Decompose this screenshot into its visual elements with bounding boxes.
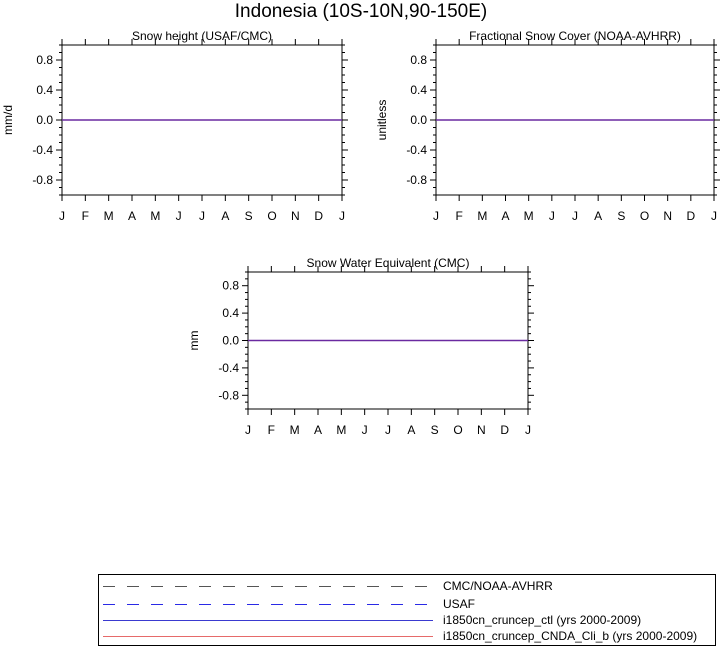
plots-canvas: Snow height (USAF/CMC) mm/d 0.8 0.4 0.0 -0.4 -… <box>1 29 720 437</box>
x-tick-label: J <box>362 423 368 437</box>
y-tick-label: 0.8 <box>222 279 239 293</box>
y-tick-label: 0.0 <box>36 113 53 127</box>
x-tick-label: A <box>407 423 415 437</box>
chart-panel: Snow Water Equivalent (CMC) mm 0.8 0.4 0.0 -0… <box>187 256 534 437</box>
x-tick-label: M <box>104 209 114 223</box>
x-tick-label: O <box>453 423 462 437</box>
x-tick-label: J <box>245 423 251 437</box>
y-tick-label: 0.8 <box>410 53 427 67</box>
x-tick-label: D <box>686 209 695 223</box>
x-tick-label: A <box>314 423 322 437</box>
x-tick-label: D <box>314 209 323 223</box>
y-tick-label: -0.4 <box>32 143 53 157</box>
x-tick-label: J <box>433 209 439 223</box>
chart-title: Snow height (USAF/CMC) <box>132 29 272 43</box>
chart-title: Snow Water Equivalent (CMC) <box>307 256 470 270</box>
legend-label: i1850cn_cruncep_ctl (yrs 2000-2009) <box>443 613 642 627</box>
x-tick-label: J <box>59 209 65 223</box>
legend: CMC/NOAA-AVHRR USAF i1850cn_cruncep_ctl … <box>98 574 716 646</box>
x-tick-label: M <box>150 209 160 223</box>
legend-item: USAF <box>99 596 715 614</box>
legend-line-cnda <box>103 636 433 637</box>
x-tick-label: M <box>524 209 534 223</box>
page-title: Indonesia (10S-10N,90-150E) <box>234 1 488 22</box>
legend-label: i1850cn_cruncep_CNDA_Cli_b (yrs 2000-200… <box>443 629 698 643</box>
x-tick-label: O <box>640 209 649 223</box>
legend-label: CMC/NOAA-AVHRR <box>443 579 553 593</box>
y-tick-label: -0.8 <box>218 388 239 402</box>
x-tick-label: A <box>128 209 136 223</box>
y-tick-label: 0.8 <box>36 53 53 67</box>
x-tick-label: N <box>477 423 486 437</box>
x-tick-label: N <box>291 209 300 223</box>
y-tick-label: -0.4 <box>406 143 427 157</box>
chart-panel: Snow height (USAF/CMC) mm/d 0.8 0.4 0.0 -0.4 -… <box>1 29 348 223</box>
y-axis-label: mm/d <box>1 105 15 135</box>
legend-line-cmc-noaa <box>103 586 433 587</box>
x-tick-label: N <box>663 209 672 223</box>
chart-title: Fractional Snow Cover (NOAA-AVHRR) <box>469 29 681 43</box>
x-tick-label: M <box>336 423 346 437</box>
x-tick-label: M <box>477 209 487 223</box>
x-tick-label: A <box>594 209 602 223</box>
x-tick-label: M <box>290 423 300 437</box>
x-tick-label: S <box>245 209 253 223</box>
x-tick-label: F <box>455 209 462 223</box>
x-tick-label: J <box>385 423 391 437</box>
x-tick-label: J <box>199 209 205 223</box>
x-tick-label: J <box>176 209 182 223</box>
y-tick-label: 0.4 <box>222 306 239 320</box>
legend-label: USAF <box>443 597 476 611</box>
y-axis-label: mm <box>187 331 201 351</box>
x-tick-label: J <box>525 423 531 437</box>
x-tick-label: S <box>431 423 439 437</box>
y-tick-label: -0.4 <box>218 361 239 375</box>
x-tick-label: F <box>268 423 275 437</box>
legend-item: i1850cn_cruncep_ctl (yrs 2000-2009) <box>99 612 715 630</box>
y-tick-label: 0.4 <box>410 83 427 97</box>
x-tick-label: A <box>221 209 229 223</box>
y-axis-label: unitless <box>375 100 389 141</box>
x-tick-label: F <box>82 209 89 223</box>
y-tick-label: -0.8 <box>406 173 427 187</box>
chart-panel: Fractional Snow Cover (NOAA-AVHRR) unitle… <box>375 29 720 223</box>
x-tick-label: J <box>339 209 345 223</box>
x-tick-label: A <box>501 209 509 223</box>
x-tick-label: J <box>572 209 578 223</box>
legend-line-ctl <box>103 620 433 621</box>
y-tick-label: 0.0 <box>222 334 239 348</box>
x-tick-label: J <box>711 209 717 223</box>
x-tick-label: O <box>267 209 276 223</box>
legend-item: CMC/NOAA-AVHRR <box>99 578 715 596</box>
legend-line-usaf <box>103 604 433 605</box>
x-tick-label: S <box>617 209 625 223</box>
x-tick-label: D <box>500 423 509 437</box>
y-tick-label: -0.8 <box>32 173 53 187</box>
legend-item: i1850cn_cruncep_CNDA_Cli_b (yrs 2000-200… <box>99 628 715 646</box>
y-tick-label: 0.4 <box>36 83 53 97</box>
y-tick-label: 0.0 <box>410 113 427 127</box>
x-tick-label: J <box>549 209 555 223</box>
